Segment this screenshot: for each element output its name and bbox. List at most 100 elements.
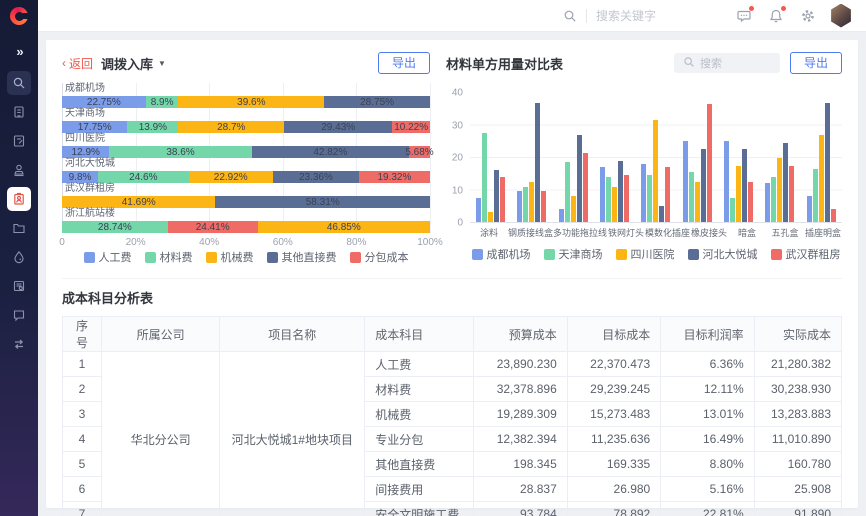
legend-label: 其他直接费 xyxy=(281,252,337,264)
table-row: 4 专业分包 12,382.394 11,235.636 16.49% 11,010.89… xyxy=(62,426,843,452)
legend-item: 机械费 xyxy=(205,249,254,265)
main-column: 搜索关键字 ‹ 返回 调拨入库 xyxy=(38,0,866,516)
transfer-inbound-panel: ‹ 返回 调拨入库 ▼ 导出 成都机场 22.75% 8.9% 39.6% 28.75%… xyxy=(59,50,443,266)
legend-swatch xyxy=(687,248,699,260)
bar xyxy=(500,176,506,222)
building-icon xyxy=(12,105,26,119)
x-axis-label: 插座明盒 xyxy=(805,228,842,238)
cost-analysis-section: 成本科目分析表 序号 所属公司 项目名称 成本科目 预算成本 目标成本 目标利润率 实际成本 … xyxy=(62,278,843,516)
cell-value: 12,382.394 xyxy=(473,426,568,452)
sidebar-expand-icon[interactable]: » xyxy=(16,44,23,59)
bar xyxy=(523,186,529,222)
back-link[interactable]: ‹ 返回 xyxy=(62,55,93,72)
bar xyxy=(806,196,812,222)
back-label: 返回 xyxy=(69,56,94,71)
sidebar-item-transfer[interactable] xyxy=(7,332,31,356)
left-panel-title[interactable]: 调拨入库 xyxy=(101,56,154,72)
sidebar-item-invoice[interactable] xyxy=(7,274,31,298)
x-axis-tick: 60% xyxy=(272,237,293,248)
grouped-bar-x-axis: 涂料 钢质接线盒 多功能拖拉线 铁网灯头 模数化插座 橡皮接头 暗盒 五孔盒 插座明盒 xyxy=(470,226,842,239)
sidebar-item-search[interactable] xyxy=(7,71,31,95)
user-avatar[interactable] xyxy=(831,3,851,28)
cell-subject: 材料费 xyxy=(364,376,475,402)
legend-item: 其他直接费 xyxy=(266,249,337,265)
stacked-bar-row: 武汉群租房 41.69% 58.31% xyxy=(62,183,430,208)
stacked-bar: 41.69% 58.31% xyxy=(62,196,430,208)
material-search-input[interactable]: 搜索 xyxy=(673,53,780,73)
bar-group xyxy=(677,93,718,222)
grouped-bar-legend: 成都机场 天津商场 四川医院 河北大悦城 武汉群租房 xyxy=(470,245,842,263)
bar xyxy=(742,149,748,222)
stacked-bar-row: 成都机场 22.75% 8.9% 39.6% 28.75% xyxy=(62,83,430,108)
settings-gear-icon[interactable] xyxy=(800,8,816,24)
search-icon xyxy=(563,9,577,23)
legend-label: 天津商场 xyxy=(558,249,603,261)
x-axis-label: 暗盒 xyxy=(738,228,757,238)
chat-icon xyxy=(12,308,26,322)
bar xyxy=(830,209,836,222)
notifications-bell-icon[interactable] xyxy=(768,5,786,24)
stacked-bar: 22.75% 8.9% 39.6% 28.75% xyxy=(62,96,430,108)
stacked-bar-row: 浙江航站楼 28.74% 24.41% 46.85% xyxy=(62,208,430,233)
x-axis-label: 多功能拖拉线 xyxy=(553,228,608,238)
bar xyxy=(494,170,500,222)
grouped-bar-chart: 0 10 20 30 40 涂料 钢质接线盒 多功能拖拉线 铁网灯头 模数化插座 橡皮接头 暗盒 五孔… xyxy=(446,88,842,263)
table-head: 序号 所属公司 项目名称 成本科目 预算成本 目标成本 目标利润率 实际成本 xyxy=(62,316,843,352)
cell-value: 78.892 xyxy=(566,501,662,516)
legend-label: 分包成本 xyxy=(364,252,409,264)
bar xyxy=(647,175,653,222)
bar xyxy=(682,141,688,222)
legend-swatch xyxy=(144,251,156,263)
cell-index: 5 xyxy=(62,451,102,477)
bar xyxy=(771,176,777,222)
cost-analysis-table: 序号 所属公司 项目名称 成本科目 预算成本 目标成本 目标利润率 实际成本 1 华北分公司 河北… xyxy=(62,316,843,516)
cell-value: 19,289.309 xyxy=(473,401,568,427)
bar xyxy=(576,134,582,222)
material-usage-panel: 材料单方用量对比表 搜索 导出 0 10 20 30 40 涂料 钢质接线盒 多功能拖拉线铁… xyxy=(446,50,842,266)
chevron-down-icon[interactable]: ▼ xyxy=(158,58,166,68)
bar-segment: 9.8% xyxy=(62,171,99,183)
bar-segment: 58.31% xyxy=(215,196,430,208)
sidebar-item-company[interactable] xyxy=(7,100,31,124)
right-panel-title: 材料单方用量对比表 xyxy=(446,56,564,72)
stacked-bar-legend: 人工费 材料费 机械费 其他直接费 分包成本 xyxy=(62,248,430,266)
bar xyxy=(824,102,830,222)
bar-row-label: 四川医院 xyxy=(65,133,105,144)
global-search[interactable]: 搜索关键字 xyxy=(563,7,664,24)
bar-segment: 8.9% xyxy=(145,96,179,108)
legend-label: 四川医院 xyxy=(630,249,675,261)
cell-subject: 机械费 xyxy=(364,401,475,427)
bar xyxy=(783,143,789,222)
bar-segment: 38.6% xyxy=(109,146,252,158)
sidebar-item-materials[interactable] xyxy=(7,245,31,269)
legend-swatch xyxy=(543,248,555,260)
cell-subject: 人工费 xyxy=(364,351,475,377)
bar xyxy=(529,181,535,222)
cell-index: 1 xyxy=(62,351,102,377)
stacked-bar-row: 四川医院 12.9% 38.6% 42.82% 5.68% xyxy=(62,133,434,158)
sidebar-icons xyxy=(7,71,31,356)
legend-swatch xyxy=(471,248,483,260)
x-axis-tick: 80% xyxy=(346,237,367,248)
bar xyxy=(641,163,647,222)
cell-value: 12.11% xyxy=(660,376,755,402)
left-export-button[interactable]: 导出 xyxy=(377,52,430,74)
stacked-bar: 17.75% 13.9% 28.7% 29.43% 10.22% xyxy=(62,121,430,133)
bar-segment: 22.92% xyxy=(188,171,273,183)
cell-value: 16.49% xyxy=(660,426,755,452)
sidebar-item-messages[interactable] xyxy=(7,303,31,327)
y-axis-tick: 40 xyxy=(451,87,463,99)
cell-subject: 其他直接费 xyxy=(364,451,475,477)
cell-value: 5.16% xyxy=(660,476,755,502)
charts-row: ‹ 返回 调拨入库 ▼ 导出 成都机场 22.75% 8.9% 39.6% 28.75%… xyxy=(59,50,842,266)
grid-line xyxy=(356,83,358,233)
sidebar-item-folder[interactable] xyxy=(7,216,31,240)
messages-icon[interactable] xyxy=(736,5,754,24)
bar xyxy=(730,197,736,222)
legend-label: 武汉群租房 xyxy=(785,249,841,261)
sidebar-item-user-stamp[interactable] xyxy=(7,158,31,182)
sidebar-item-document-edit[interactable] xyxy=(7,129,31,153)
cell-value: 26.980 xyxy=(566,476,662,502)
sidebar-item-clipboard-user[interactable] xyxy=(7,187,31,211)
right-export-button[interactable]: 导出 xyxy=(789,52,842,74)
